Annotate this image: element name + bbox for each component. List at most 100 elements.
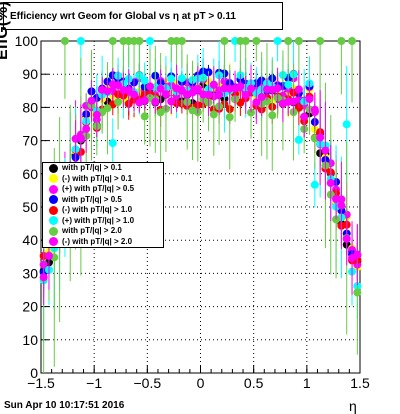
y-axis-label: EffG(%)	[0, 1, 11, 60]
x-tick-label: −1.5	[27, 375, 55, 391]
data-point	[145, 37, 154, 45]
data-point	[220, 37, 229, 45]
data-point	[209, 110, 218, 119]
timestamp-footer: Sun Apr 10 10:17:51 2016	[4, 400, 125, 411]
data-point	[294, 85, 303, 94]
y-tick-label: 20	[22, 299, 38, 315]
x-tick-label: 0.5	[244, 375, 264, 391]
data-point	[273, 84, 282, 93]
data-point	[60, 37, 69, 45]
legend: with pT/|q| > 0.1 (-) with pT/|q| > 0.1 …	[42, 162, 164, 248]
data-point	[284, 37, 293, 45]
y-tick-label: 10	[22, 332, 38, 348]
legend-marker	[49, 163, 58, 173]
legend-label: with pT/|q| > 0.1	[62, 163, 122, 172]
data-point	[316, 37, 325, 45]
data-point	[114, 81, 123, 90]
data-point	[44, 251, 53, 260]
data-point	[82, 124, 91, 133]
data-point	[247, 108, 256, 117]
y-tick-label: 40	[22, 232, 38, 248]
data-point	[177, 74, 186, 83]
y-tick-label: 80	[22, 99, 38, 115]
legend-marker	[49, 195, 58, 205]
data-point	[135, 37, 144, 45]
legend-marker	[49, 237, 58, 247]
legend-marker	[49, 226, 58, 236]
data-point	[103, 104, 112, 113]
data-point	[353, 250, 362, 259]
data-point	[326, 179, 335, 188]
data-point	[151, 97, 160, 106]
legend-entry: (+) with pT/|q| > 0.5	[43, 184, 163, 195]
data-point	[39, 273, 48, 282]
x-tick-label: −1	[86, 375, 102, 391]
legend-entry: with pT/|q| > 0.5	[43, 195, 163, 206]
legend-marker	[49, 216, 58, 226]
data-point	[92, 110, 101, 119]
data-point	[103, 87, 112, 96]
data-point	[252, 98, 261, 107]
y-tick-label: 50	[22, 199, 38, 215]
x-tick-label: 1.5	[350, 375, 370, 391]
data-point	[76, 37, 85, 45]
data-point	[289, 97, 298, 106]
data-point	[177, 37, 186, 45]
legend-entry: with pT/|q| > 2.0	[43, 226, 163, 237]
data-point	[156, 84, 165, 93]
legend-entry: (-) with pT/|q| > 2.0	[43, 237, 163, 248]
data-point	[348, 37, 357, 45]
chart-title: Efficiency wrt Geom for Global vs η at p…	[3, 2, 283, 30]
data-point	[337, 201, 346, 210]
data-point	[252, 37, 261, 45]
y-tick-label: 30	[22, 265, 38, 281]
data-point	[316, 133, 325, 142]
data-point	[108, 139, 117, 148]
y-tick-label: 70	[22, 133, 38, 149]
data-point	[294, 135, 303, 144]
data-point	[167, 97, 176, 106]
data-point	[241, 90, 250, 99]
data-point	[140, 76, 149, 85]
data-point	[215, 90, 224, 99]
legend-label: (-) with pT/|q| > 0.1	[62, 173, 133, 183]
y-tick-label: 100	[15, 33, 39, 49]
legend-marker	[49, 184, 58, 194]
data-point	[332, 195, 341, 204]
data-point	[321, 146, 330, 155]
legend-label: (-) with pT/|q| > 1.0	[62, 205, 133, 214]
data-point	[310, 180, 319, 189]
data-point	[108, 37, 117, 45]
data-point	[268, 111, 277, 120]
data-point	[337, 37, 346, 45]
legend-entry: with pT/|q| > 0.1	[43, 163, 163, 174]
data-point	[225, 113, 234, 122]
data-point	[204, 90, 213, 99]
legend-label: (+) with pT/|q| > 1.0	[62, 215, 135, 225]
y-tick-label: 60	[22, 166, 38, 182]
legend-label: with pT/|q| > 2.0	[62, 226, 122, 235]
data-point	[161, 90, 170, 99]
data-point	[310, 105, 319, 114]
data-point	[342, 120, 351, 129]
data-point	[130, 90, 139, 99]
data-point	[353, 288, 362, 297]
legend-label: (+) with pT/|q| > 0.5	[62, 184, 135, 193]
data-point	[114, 98, 123, 107]
data-point	[284, 80, 293, 89]
data-point	[209, 80, 218, 89]
data-point	[294, 37, 303, 45]
data-point	[247, 84, 256, 93]
data-point	[140, 96, 149, 105]
data-point	[342, 234, 351, 243]
data-point	[257, 93, 266, 102]
legend-entry: (-) with pT/|q| > 1.0	[43, 205, 163, 216]
data-point	[241, 37, 250, 45]
y-tick-label: 90	[22, 66, 38, 82]
data-point	[273, 37, 282, 45]
x-tick-label: 1	[303, 375, 311, 391]
data-point	[305, 94, 314, 103]
legend-entry: (+) with pT/|q| > 1.0	[43, 216, 163, 227]
x-axis-label: η	[349, 398, 357, 414]
data-point	[193, 85, 202, 94]
